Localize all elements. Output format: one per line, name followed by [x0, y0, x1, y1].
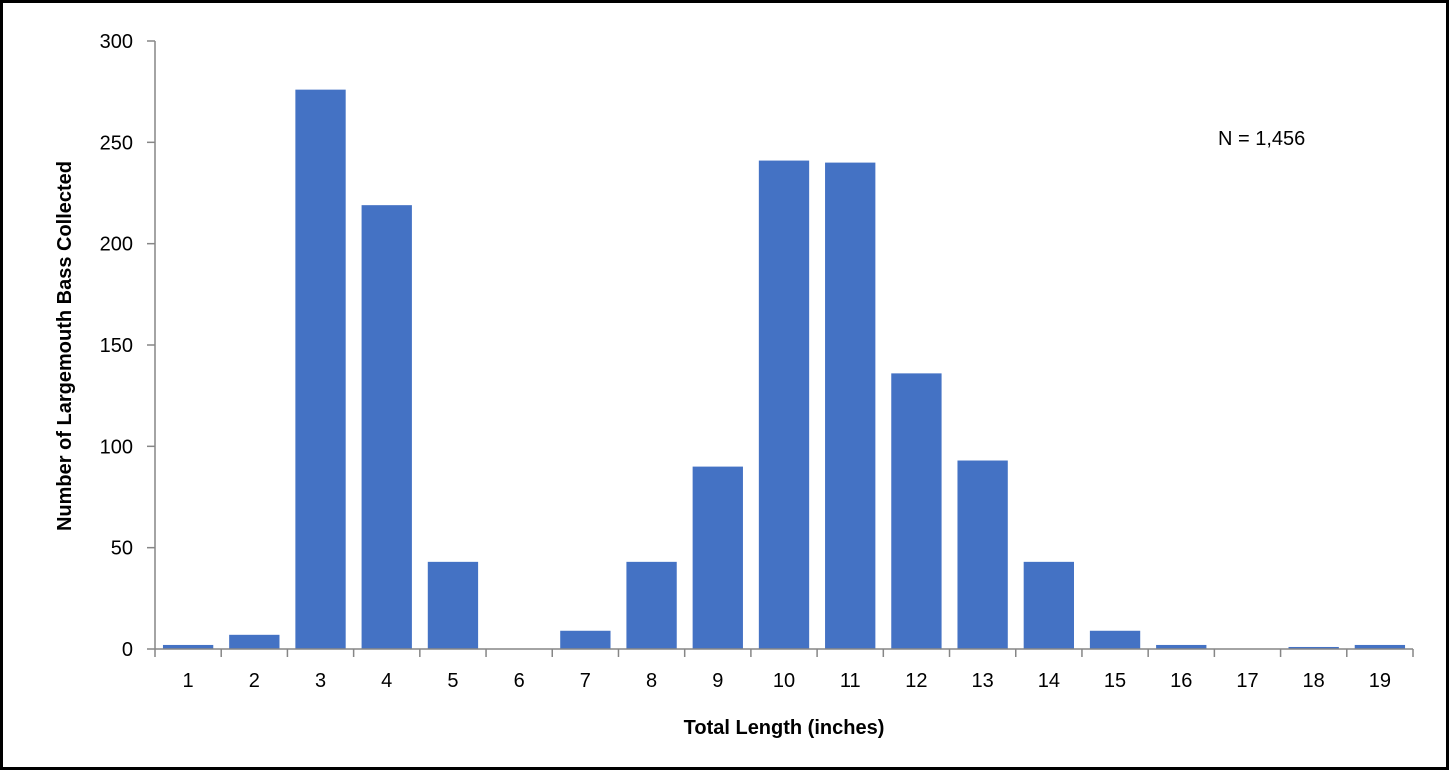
- bar-13: [957, 460, 1008, 649]
- x-tick-label: 2: [249, 670, 260, 692]
- x-axis-title: Total Length (inches): [684, 717, 885, 739]
- bar-5: [427, 561, 479, 649]
- bar-15: [1089, 630, 1141, 649]
- x-tick-label: 3: [315, 670, 326, 692]
- bar-2: [229, 634, 280, 649]
- x-tick-label: 11: [840, 670, 861, 692]
- x-tick-label: 9: [712, 670, 723, 692]
- x-tick-label: 8: [646, 670, 657, 692]
- x-tick-label: 10: [773, 670, 795, 692]
- bar-3: [295, 89, 346, 649]
- bar-9: [692, 466, 743, 649]
- bar-18: [1288, 646, 1339, 649]
- y-tick-label: 150: [100, 335, 133, 357]
- y-tick-label: 100: [100, 436, 133, 458]
- x-tick-label: 16: [1170, 670, 1192, 692]
- bar-4: [361, 205, 412, 649]
- x-tick-label: 4: [381, 670, 392, 692]
- bar-10: [758, 160, 810, 649]
- bar-19: [1354, 644, 1406, 649]
- y-tick-label: 0: [122, 639, 133, 661]
- x-ticks-group: 1 2 3 4 5 6 7 8 9 10 11 12 13 14 15 16 17 18 19: [154, 649, 1414, 692]
- bar-1: [162, 644, 214, 649]
- bar-8: [626, 561, 677, 649]
- y-tick-label: 250: [100, 132, 133, 154]
- x-tick-label: 18: [1303, 670, 1325, 692]
- x-tick-label: 13: [972, 670, 994, 692]
- y-tick-label: 200: [100, 234, 133, 256]
- x-tick-label: 12: [905, 670, 927, 692]
- x-tick-label: 17: [1236, 670, 1258, 692]
- y-ticks-group: 0 50 100 150 200 250 300: [100, 31, 155, 661]
- x-tick-label: 6: [514, 670, 525, 692]
- x-tick-label: 14: [1038, 670, 1060, 692]
- sample-size-annotation: N = 1,456: [1218, 128, 1305, 150]
- x-tick-label: 1: [183, 670, 194, 692]
- y-axis-title: Number of Largemouth Bass Collected: [54, 161, 76, 531]
- bar-11: [825, 162, 876, 649]
- x-tick-label: 7: [580, 670, 591, 692]
- bar-16: [1156, 644, 1207, 649]
- bars-group: [162, 89, 1406, 649]
- x-tick-label: 5: [447, 670, 458, 692]
- y-tick-label: 50: [111, 538, 133, 560]
- bar-7: [560, 630, 611, 649]
- bar-12: [891, 373, 942, 649]
- y-tick-label: 300: [100, 31, 133, 53]
- x-tick-label: 19: [1369, 670, 1391, 692]
- x-tick-label: 15: [1104, 670, 1126, 692]
- bar-14: [1023, 561, 1074, 649]
